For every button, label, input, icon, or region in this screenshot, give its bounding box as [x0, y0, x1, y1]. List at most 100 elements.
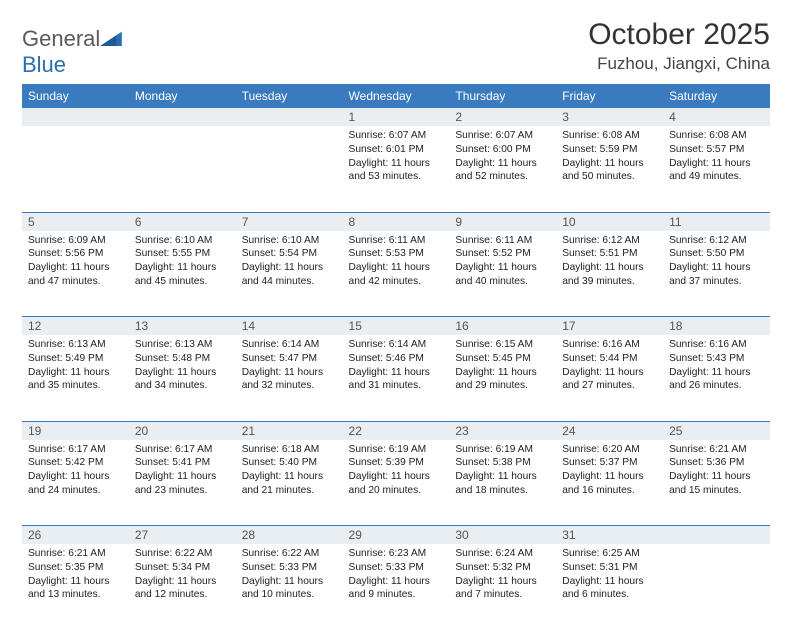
day-cell: [663, 544, 770, 630]
daynum-cell: 28: [236, 526, 343, 545]
sunset-line: Sunset: 5:37 PM: [562, 456, 657, 470]
day-cell: Sunrise: 6:22 AMSunset: 5:34 PMDaylight:…: [129, 544, 236, 630]
day-body: Sunrise: 6:13 AMSunset: 5:49 PMDaylight:…: [22, 335, 129, 399]
day-cell: Sunrise: 6:18 AMSunset: 5:40 PMDaylight:…: [236, 440, 343, 526]
content-row: Sunrise: 6:13 AMSunset: 5:49 PMDaylight:…: [22, 335, 770, 421]
sunrise-line: Sunrise: 6:15 AM: [455, 338, 550, 352]
daynum-cell: 19: [22, 421, 129, 440]
sunrise-line: Sunrise: 6:21 AM: [28, 547, 123, 561]
sunrise-line: Sunrise: 6:14 AM: [242, 338, 337, 352]
daynum-cell: 25: [663, 421, 770, 440]
day-number: 27: [129, 526, 236, 544]
header: General Blue October 2025 Fuzhou, Jiangx…: [22, 18, 770, 78]
sunset-line: Sunset: 5:32 PM: [455, 561, 550, 575]
day-number: 28: [236, 526, 343, 544]
daylight-line: Daylight: 11 hours and 10 minutes.: [242, 575, 337, 603]
day-body: Sunrise: 6:23 AMSunset: 5:33 PMDaylight:…: [343, 544, 450, 608]
daynum-cell: 30: [449, 526, 556, 545]
sunrise-line: Sunrise: 6:12 AM: [669, 234, 764, 248]
sunset-line: Sunset: 5:34 PM: [135, 561, 230, 575]
daynum-cell: 12: [22, 317, 129, 336]
day-cell: Sunrise: 6:24 AMSunset: 5:32 PMDaylight:…: [449, 544, 556, 630]
daynum-cell: 31: [556, 526, 663, 545]
day-body: Sunrise: 6:16 AMSunset: 5:43 PMDaylight:…: [663, 335, 770, 399]
day-body: Sunrise: 6:17 AMSunset: 5:42 PMDaylight:…: [22, 440, 129, 504]
sunrise-line: Sunrise: 6:14 AM: [349, 338, 444, 352]
day-cell: Sunrise: 6:14 AMSunset: 5:46 PMDaylight:…: [343, 335, 450, 421]
day-number: 21: [236, 422, 343, 440]
content-row: Sunrise: 6:21 AMSunset: 5:35 PMDaylight:…: [22, 544, 770, 630]
daylight-line: Daylight: 11 hours and 13 minutes.: [28, 575, 123, 603]
daynum-cell: [22, 108, 129, 127]
daynum-cell: 13: [129, 317, 236, 336]
daynum-cell: 21: [236, 421, 343, 440]
daynum-cell: 6: [129, 212, 236, 231]
day-body: Sunrise: 6:11 AMSunset: 5:53 PMDaylight:…: [343, 231, 450, 295]
sunrise-line: Sunrise: 6:17 AM: [28, 443, 123, 457]
sunrise-line: Sunrise: 6:16 AM: [562, 338, 657, 352]
daynum-cell: 24: [556, 421, 663, 440]
day-body: Sunrise: 6:10 AMSunset: 5:54 PMDaylight:…: [236, 231, 343, 295]
day-number: 26: [22, 526, 129, 544]
sunset-line: Sunset: 5:59 PM: [562, 143, 657, 157]
day-body: Sunrise: 6:14 AMSunset: 5:46 PMDaylight:…: [343, 335, 450, 399]
content-row: Sunrise: 6:17 AMSunset: 5:42 PMDaylight:…: [22, 440, 770, 526]
daynum-cell: 4: [663, 108, 770, 127]
dh-fri: Friday: [556, 85, 663, 108]
dh-mon: Monday: [129, 85, 236, 108]
dh-sat: Saturday: [663, 85, 770, 108]
day-body: Sunrise: 6:20 AMSunset: 5:37 PMDaylight:…: [556, 440, 663, 504]
daylight-line: Daylight: 11 hours and 7 minutes.: [455, 575, 550, 603]
day-cell: Sunrise: 6:23 AMSunset: 5:33 PMDaylight:…: [343, 544, 450, 630]
sunrise-line: Sunrise: 6:18 AM: [242, 443, 337, 457]
sunset-line: Sunset: 5:46 PM: [349, 352, 444, 366]
daylight-line: Daylight: 11 hours and 52 minutes.: [455, 157, 550, 185]
day-cell: Sunrise: 6:19 AMSunset: 5:39 PMDaylight:…: [343, 440, 450, 526]
daylight-line: Daylight: 11 hours and 37 minutes.: [669, 261, 764, 289]
day-body: Sunrise: 6:21 AMSunset: 5:35 PMDaylight:…: [22, 544, 129, 608]
daylight-line: Daylight: 11 hours and 26 minutes.: [669, 366, 764, 394]
day-cell: Sunrise: 6:21 AMSunset: 5:36 PMDaylight:…: [663, 440, 770, 526]
day-number: 30: [449, 526, 556, 544]
day-number: 3: [556, 108, 663, 126]
sunrise-line: Sunrise: 6:10 AM: [135, 234, 230, 248]
day-body: Sunrise: 6:11 AMSunset: 5:52 PMDaylight:…: [449, 231, 556, 295]
daylight-line: Daylight: 11 hours and 34 minutes.: [135, 366, 230, 394]
day-cell: Sunrise: 6:13 AMSunset: 5:48 PMDaylight:…: [129, 335, 236, 421]
day-body: Sunrise: 6:08 AMSunset: 5:59 PMDaylight:…: [556, 126, 663, 190]
sunrise-line: Sunrise: 6:23 AM: [349, 547, 444, 561]
daynum-cell: [129, 108, 236, 127]
sunset-line: Sunset: 5:44 PM: [562, 352, 657, 366]
daynum-cell: 11: [663, 212, 770, 231]
daylight-line: Daylight: 11 hours and 53 minutes.: [349, 157, 444, 185]
day-number: 1: [343, 108, 450, 126]
day-number: 22: [343, 422, 450, 440]
day-body: Sunrise: 6:08 AMSunset: 5:57 PMDaylight:…: [663, 126, 770, 190]
daynum-cell: 9: [449, 212, 556, 231]
content-row: Sunrise: 6:09 AMSunset: 5:56 PMDaylight:…: [22, 231, 770, 317]
day-body: Sunrise: 6:13 AMSunset: 5:48 PMDaylight:…: [129, 335, 236, 399]
day-number: 16: [449, 317, 556, 335]
day-body: [129, 126, 236, 135]
logo-text-b: Blue: [22, 52, 66, 77]
day-body: Sunrise: 6:16 AMSunset: 5:44 PMDaylight:…: [556, 335, 663, 399]
daylight-line: Daylight: 11 hours and 18 minutes.: [455, 470, 550, 498]
day-number: 11: [663, 213, 770, 231]
daylight-line: Daylight: 11 hours and 12 minutes.: [135, 575, 230, 603]
day-cell: Sunrise: 6:12 AMSunset: 5:50 PMDaylight:…: [663, 231, 770, 317]
sunset-line: Sunset: 5:41 PM: [135, 456, 230, 470]
day-cell: Sunrise: 6:09 AMSunset: 5:56 PMDaylight:…: [22, 231, 129, 317]
sunset-line: Sunset: 5:38 PM: [455, 456, 550, 470]
title-month: October 2025: [588, 18, 770, 52]
day-body: Sunrise: 6:19 AMSunset: 5:38 PMDaylight:…: [449, 440, 556, 504]
daynum-cell: 10: [556, 212, 663, 231]
sunrise-line: Sunrise: 6:12 AM: [562, 234, 657, 248]
sunset-line: Sunset: 5:52 PM: [455, 247, 550, 261]
sunset-line: Sunset: 5:40 PM: [242, 456, 337, 470]
day-body: [22, 126, 129, 135]
daynum-cell: 17: [556, 317, 663, 336]
daynum-cell: [663, 526, 770, 545]
sunrise-line: Sunrise: 6:07 AM: [455, 129, 550, 143]
content-row: Sunrise: 6:07 AMSunset: 6:01 PMDaylight:…: [22, 126, 770, 212]
sunrise-line: Sunrise: 6:19 AM: [349, 443, 444, 457]
